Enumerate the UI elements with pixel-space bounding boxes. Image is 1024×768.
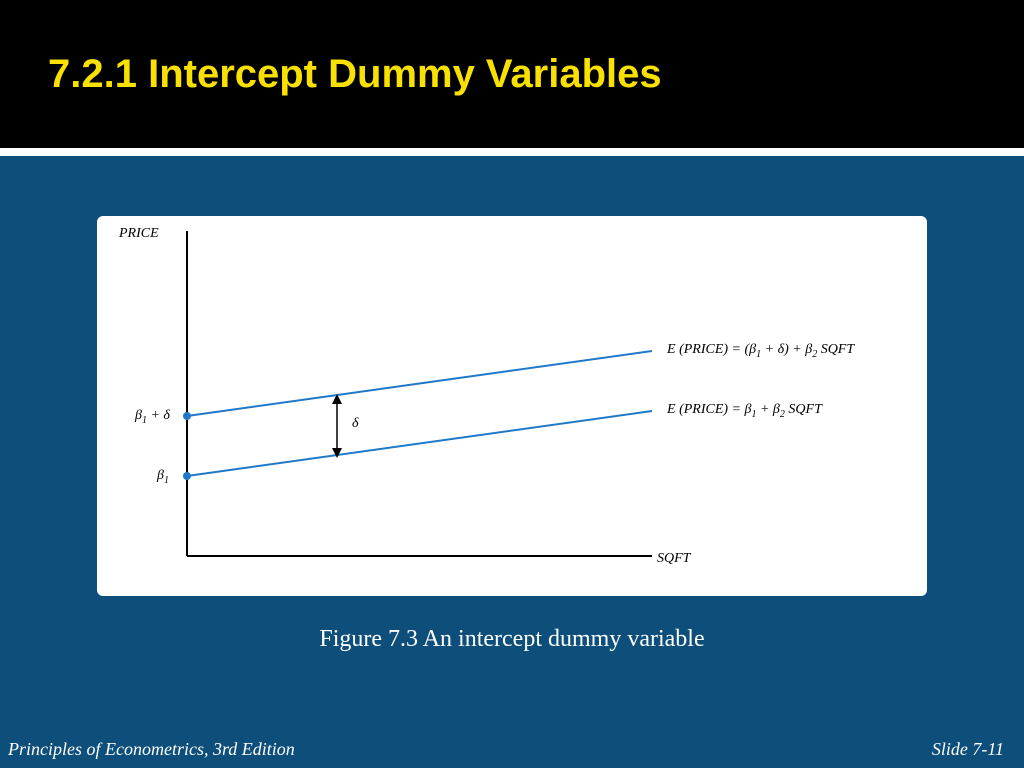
slide-title: 7.2.1 Intercept Dummy Variables <box>48 52 662 97</box>
chart-container: PRICE SQFT E (PRICE) = (β1 + δ) + β2 SQF… <box>97 216 927 596</box>
footer-right: Slide 7-11 <box>932 739 1004 760</box>
y-axis-label: PRICE <box>119 226 159 242</box>
footer-left: Principles of Econometrics, 3rd Edition <box>8 739 295 760</box>
figure-caption: Figure 7.3 An intercept dummy variable <box>319 626 704 653</box>
y-tick-upper: β1 + δ <box>135 408 170 426</box>
lower-line-equation: E (PRICE) = β1 + β2 SQFT <box>667 402 822 420</box>
y-tick-lower: β1 <box>157 468 169 486</box>
slide-body: PRICE SQFT E (PRICE) = (β1 + δ) + β2 SQF… <box>0 156 1024 768</box>
slide: 7.2.1 Intercept Dummy Variables PRICE SQ… <box>0 0 1024 768</box>
x-axis-label: SQFT <box>657 551 690 567</box>
delta-label: δ <box>352 416 359 432</box>
header-divider <box>0 148 1024 156</box>
slide-header: 7.2.1 Intercept Dummy Variables <box>0 0 1024 148</box>
upper-line-equation: E (PRICE) = (β1 + δ) + β2 SQFT <box>667 342 854 360</box>
